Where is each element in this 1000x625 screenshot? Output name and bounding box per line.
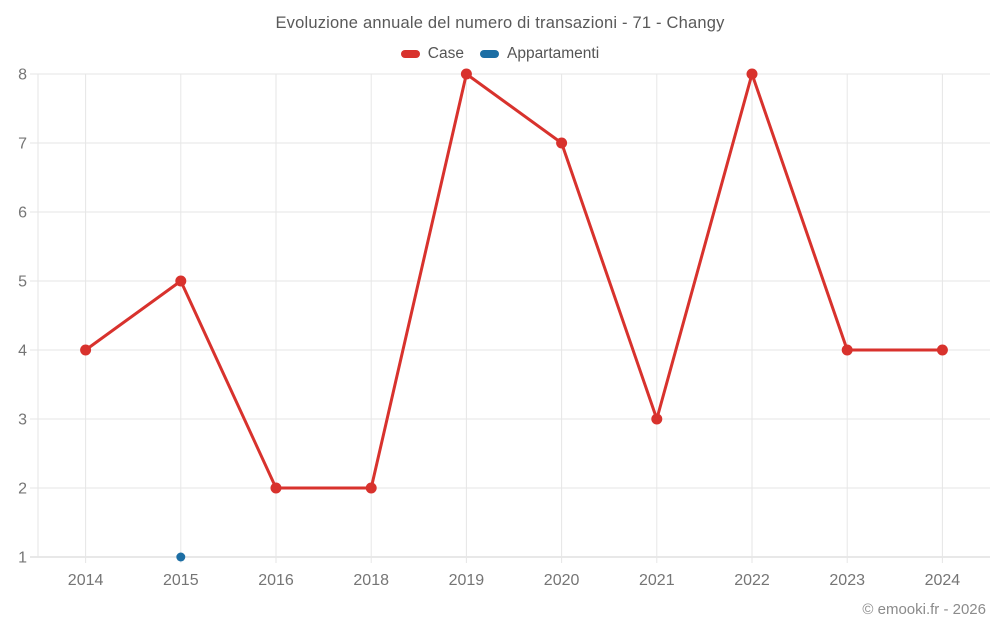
series-case	[80, 68, 948, 494]
y-tick-label: 2	[18, 481, 27, 498]
data-point[interactable]	[936, 344, 948, 356]
legend-label-case: Case	[427, 45, 464, 62]
data-point[interactable]	[556, 137, 568, 149]
data-point[interactable]	[175, 275, 187, 287]
data-point[interactable]	[460, 68, 472, 80]
x-tick-label: 2015	[163, 572, 199, 589]
data-point[interactable]	[365, 482, 377, 494]
data-point[interactable]	[270, 482, 282, 494]
legend-label-appartamenti: Appartamenti	[506, 45, 600, 62]
y-tick-label: 4	[18, 343, 27, 360]
data-point[interactable]	[746, 68, 758, 80]
x-tick-label: 2019	[449, 572, 485, 589]
legend: Case Appartamenti	[0, 44, 1000, 64]
data-point[interactable]	[841, 344, 853, 356]
x-tick-label: 2021	[639, 572, 675, 589]
x-tick-label: 2018	[353, 572, 389, 589]
y-tick-label: 8	[18, 67, 27, 84]
chart-title: Evoluzione annuale del numero di transaz…	[275, 14, 725, 32]
case-series-swatch	[400, 50, 420, 58]
x-tick-label: 2024	[925, 572, 961, 589]
y-tick-label: 1	[18, 550, 27, 567]
appartamenti-series-swatch	[479, 50, 499, 58]
data-point[interactable]	[80, 344, 92, 356]
copyright-credit: © emooki.fr - 2026	[862, 601, 986, 618]
series-line	[84, 72, 944, 490]
y-axis-labels: 1 2 3 4 5 6 7 8	[18, 67, 27, 567]
x-tick-label: 2014	[68, 572, 104, 589]
y-tick-label: 3	[18, 412, 27, 429]
x-axis-labels: 2014 2015 2016 2018 2019 2020 2021 2022 2023 2024	[68, 572, 960, 589]
x-tick-label: 2022	[734, 572, 770, 589]
series-appartamenti	[176, 552, 186, 562]
legend-item-case[interactable]: Case	[400, 45, 464, 63]
data-point[interactable]	[176, 552, 186, 562]
x-tick-label: 2020	[544, 572, 580, 589]
y-tick-label: 7	[18, 136, 27, 153]
legend-item-appartamenti[interactable]: Appartamenti	[479, 45, 600, 63]
data-point[interactable]	[651, 413, 663, 425]
x-tick-label: 2016	[258, 572, 294, 589]
y-tick-label: 6	[18, 205, 27, 222]
y-tick-label: 5	[18, 274, 27, 291]
gridlines	[30, 73, 990, 563]
x-tick-label: 2023	[829, 572, 865, 589]
